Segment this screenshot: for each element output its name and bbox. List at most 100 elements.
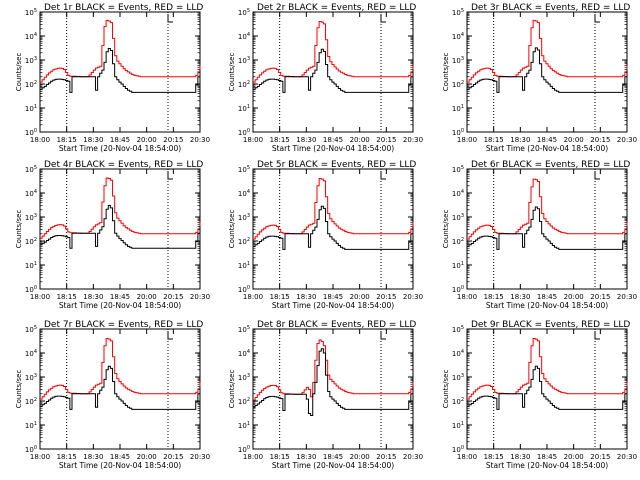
x-tick-label: 20:00 [350,293,370,301]
plot-frame [252,11,414,133]
y-tick-label: 103 [25,56,37,65]
y-tick-label: 102 [452,237,464,246]
time-marker [594,171,600,180]
y-tick-label: 104 [238,349,250,358]
y-tick-label: 102 [452,397,464,406]
y-tick-label: 105 [238,325,250,334]
y-tick-label: 100 [452,445,464,454]
x-tick-label: 20:30 [403,136,423,144]
y-axis-label: Counts/sec [15,53,23,92]
y-tick-label: 103 [25,373,37,382]
plot-frame [252,168,414,290]
x-tick-label: 18:30 [83,136,103,144]
x-axis-label: Start Time (20-Nov-04 18:54:00) [59,301,181,310]
y-tick-label: 105 [238,8,250,17]
y-tick-label: 100 [25,128,37,137]
panel: Det 8r BLACK = Events, RED = LLD 100 101 10… [228,320,423,470]
panel: Det 7r BLACK = Events, RED = LLD 100 101 10… [15,320,210,470]
series-events-line [253,348,414,416]
y-tick-label: 104 [238,32,250,41]
time-marker [380,171,386,180]
x-tick-label: 18:00 [30,293,50,301]
y-tick-label: 100 [238,285,250,294]
x-tick-label: 20:00 [350,453,370,461]
y-axis-label: Counts/sec [15,370,23,409]
y-tick-label: 101 [452,421,464,430]
x-tick-label: 20:30 [617,136,637,144]
x-tick-label: 18:45 [110,293,130,301]
series-lld-line [467,178,628,240]
x-axis-label: Start Time (20-Nov-04 18:54:00) [486,461,608,470]
y-tick-label: 102 [452,80,464,89]
y-tick-label: 103 [452,373,464,382]
x-tick-label: 20:30 [190,136,210,144]
x-tick-label: 20:30 [403,293,423,301]
y-tick-label: 103 [238,213,250,222]
series-lld-line [40,19,201,83]
x-tick-label: 18:45 [110,136,130,144]
x-tick-label: 18:15 [270,136,290,144]
x-tick-label: 18:30 [296,136,316,144]
x-tick-label: 20:15 [163,136,183,144]
y-tick-label: 105 [25,8,37,17]
y-tick-label: 104 [452,32,464,41]
panel: Det 6r BLACK = Events, RED = LLD 100 101 10… [442,160,637,310]
time-marker [167,14,173,23]
x-tick-label: 18:45 [323,293,343,301]
x-tick-label: 20:00 [350,136,370,144]
y-tick-label: 101 [238,261,250,270]
x-axis-label: Start Time (20-Nov-04 18:54:00) [272,301,394,310]
x-tick-label: 18:30 [83,293,103,301]
y-tick-label: 101 [25,104,37,113]
y-tick-label: 103 [238,373,250,382]
y-tick-label: 100 [452,128,464,137]
y-tick-label: 101 [25,261,37,270]
x-tick-label: 18:00 [457,453,477,461]
time-marker [594,331,600,340]
y-tick-label: 102 [238,237,250,246]
panel-title: Det 3r BLACK = Events, RED = LLD [471,3,630,13]
x-tick-label: 18:45 [323,453,343,461]
y-tick-label: 105 [25,325,37,334]
x-tick-label: 18:45 [323,136,343,144]
y-tick-label: 104 [25,189,37,198]
y-tick-label: 100 [238,128,250,137]
y-tick-label: 102 [238,80,250,89]
x-tick-label: 18:30 [510,136,530,144]
panel-title: Det 9r BLACK = Events, RED = LLD [471,320,630,330]
panel-title: Det 7r BLACK = Events, RED = LLD [44,320,203,330]
plot-frame [39,168,201,290]
y-tick-label: 102 [238,397,250,406]
x-tick-label: 18:30 [83,453,103,461]
time-marker [380,331,386,340]
x-tick-label: 20:15 [590,136,610,144]
x-tick-label: 18:00 [30,453,50,461]
x-tick-label: 18:30 [510,453,530,461]
plot-frame [466,328,628,450]
time-marker [594,14,600,23]
x-tick-label: 18:00 [457,293,477,301]
x-tick-label: 20:00 [564,293,584,301]
x-axis-label: Start Time (20-Nov-04 18:54:00) [59,144,181,153]
x-tick-label: 20:30 [403,453,423,461]
y-tick-label: 102 [25,397,37,406]
series-lld-line [467,338,628,400]
y-tick-label: 101 [238,421,250,430]
series-lld-line [253,339,414,401]
y-axis-label: Counts/sec [228,210,236,249]
y-axis-label: Counts/sec [15,210,23,249]
x-tick-label: 20:15 [376,293,396,301]
series-events-line [467,365,628,410]
x-tick-label: 20:00 [137,293,157,301]
x-tick-label: 18:00 [30,136,50,144]
panel: Det 5r BLACK = Events, RED = LLD 100 101 10… [228,160,423,310]
time-marker [167,171,173,180]
y-tick-label: 101 [238,104,250,113]
x-tick-label: 18:30 [296,293,316,301]
plot-frame [39,328,201,450]
y-tick-label: 103 [452,213,464,222]
plot-frame [39,11,201,133]
x-tick-label: 20:00 [564,453,584,461]
x-tick-label: 18:30 [510,293,530,301]
